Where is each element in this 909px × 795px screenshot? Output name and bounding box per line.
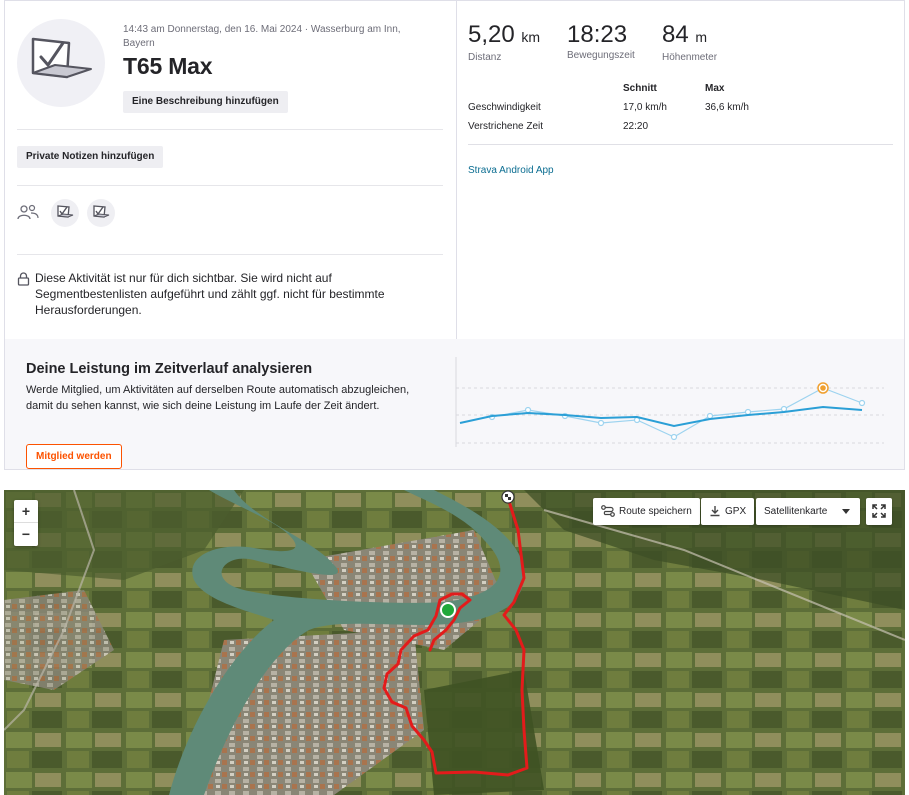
kudo-icon xyxy=(93,205,110,218)
gpx-download-button[interactable]: GPX xyxy=(701,498,755,525)
finish-marker xyxy=(501,490,515,504)
route-path xyxy=(382,496,529,777)
group-icon[interactable] xyxy=(17,204,39,220)
activity-title: T65 Max xyxy=(123,53,213,79)
stat-elevation: 84 m Höhenmeter xyxy=(662,21,717,63)
distance-value: 5,20 xyxy=(468,21,515,48)
save-route-button[interactable]: Route speichern xyxy=(593,498,700,525)
kudos-row xyxy=(17,199,137,231)
stat-moving-time: 18:23 Bewegungszeit xyxy=(567,21,635,61)
distance-unit: km xyxy=(521,29,541,45)
map-type-label: Satellitenkarte xyxy=(764,506,828,517)
kudo-icon xyxy=(57,205,74,218)
activity-avatar[interactable] xyxy=(17,19,105,107)
stat-distance: 5,20 km Distanz xyxy=(468,21,540,63)
gpx-label: GPX xyxy=(725,506,747,517)
elevation-label: Höhenmeter xyxy=(662,52,718,63)
kudo-avatar[interactable] xyxy=(51,199,79,227)
speed-avg: 17,0 km/h xyxy=(623,102,667,113)
divider xyxy=(17,129,443,130)
chart-current-point-dot xyxy=(820,385,826,391)
chart-other-attempts xyxy=(491,387,863,438)
zoom-out-button[interactable]: − xyxy=(21,526,31,542)
save-route-label: Route speichern xyxy=(619,506,692,517)
privacy-text: Diese Aktivität ist nur für dich sichtba… xyxy=(35,271,385,317)
moving-time-value: 18:23 xyxy=(567,21,628,48)
route-map[interactable]: + − Route speichern GPX Satellitenkarte xyxy=(4,490,905,795)
activity-card: 14:43 am Donnerstag, den 16. Mai 2024 · … xyxy=(4,0,905,470)
fullscreen-button[interactable] xyxy=(866,498,892,525)
zoom-in-button[interactable]: + xyxy=(14,500,38,523)
divider xyxy=(468,144,893,145)
device-link[interactable]: Strava Android App xyxy=(468,165,554,176)
col-header-avg: Schnitt xyxy=(623,83,657,94)
promo-heading: Deine Leistung im Zeitverlauf analysiere… xyxy=(26,361,313,377)
caret-down-icon xyxy=(842,509,850,514)
col-header-max: Max xyxy=(705,83,725,94)
row-label-speed: Geschwindigkeit xyxy=(468,102,541,113)
join-button[interactable]: Mitglied werden xyxy=(26,444,122,469)
chart-trend-line xyxy=(459,405,863,428)
privacy-notice: Diese Aktivität ist nur für dich sichtba… xyxy=(17,270,437,318)
laptop-icon xyxy=(31,37,92,79)
elevation-unit: m xyxy=(695,29,708,45)
activity-summary: 14:43 am Donnerstag, den 16. Mai 2024 · … xyxy=(5,1,456,339)
download-icon xyxy=(710,506,720,517)
divider xyxy=(17,254,443,255)
subscription-promo: Deine Leistung im Zeitverlauf analysiere… xyxy=(5,339,904,469)
satellite-map[interactable] xyxy=(4,490,905,795)
fullscreen-icon xyxy=(872,504,886,518)
start-marker xyxy=(440,602,456,618)
kudo-avatar[interactable] xyxy=(87,199,115,227)
speed-max: 36,6 km/h xyxy=(705,102,749,113)
divider xyxy=(17,185,443,186)
chart-points xyxy=(488,399,866,441)
zoom-controls: + − xyxy=(14,500,38,546)
elapsed-avg: 22:20 xyxy=(623,121,649,132)
performance-chart xyxy=(455,357,884,447)
elevation-value: 84 xyxy=(662,21,689,48)
add-description-button[interactable]: Eine Beschreibung hinzufügen xyxy=(123,91,288,113)
route-icon xyxy=(601,505,615,518)
moving-time-label: Bewegungszeit xyxy=(567,50,635,61)
activity-stats: 5,20 km Distanz 18:23 Bewegungszeit 84 m… xyxy=(456,1,906,339)
add-private-notes-button[interactable]: Private Notizen hinzufügen xyxy=(17,146,164,168)
map-type-select[interactable]: Satellitenkarte xyxy=(756,498,860,525)
activity-meta: 14:43 am Donnerstag, den 16. Mai 2024 · … xyxy=(123,24,401,49)
promo-body: Werde Mitglied, um Aktivitäten auf derse… xyxy=(26,384,410,412)
row-label-elapsed: Verstrichene Zeit xyxy=(468,121,544,132)
distance-label: Distanz xyxy=(468,52,502,63)
lock-icon xyxy=(17,272,30,286)
